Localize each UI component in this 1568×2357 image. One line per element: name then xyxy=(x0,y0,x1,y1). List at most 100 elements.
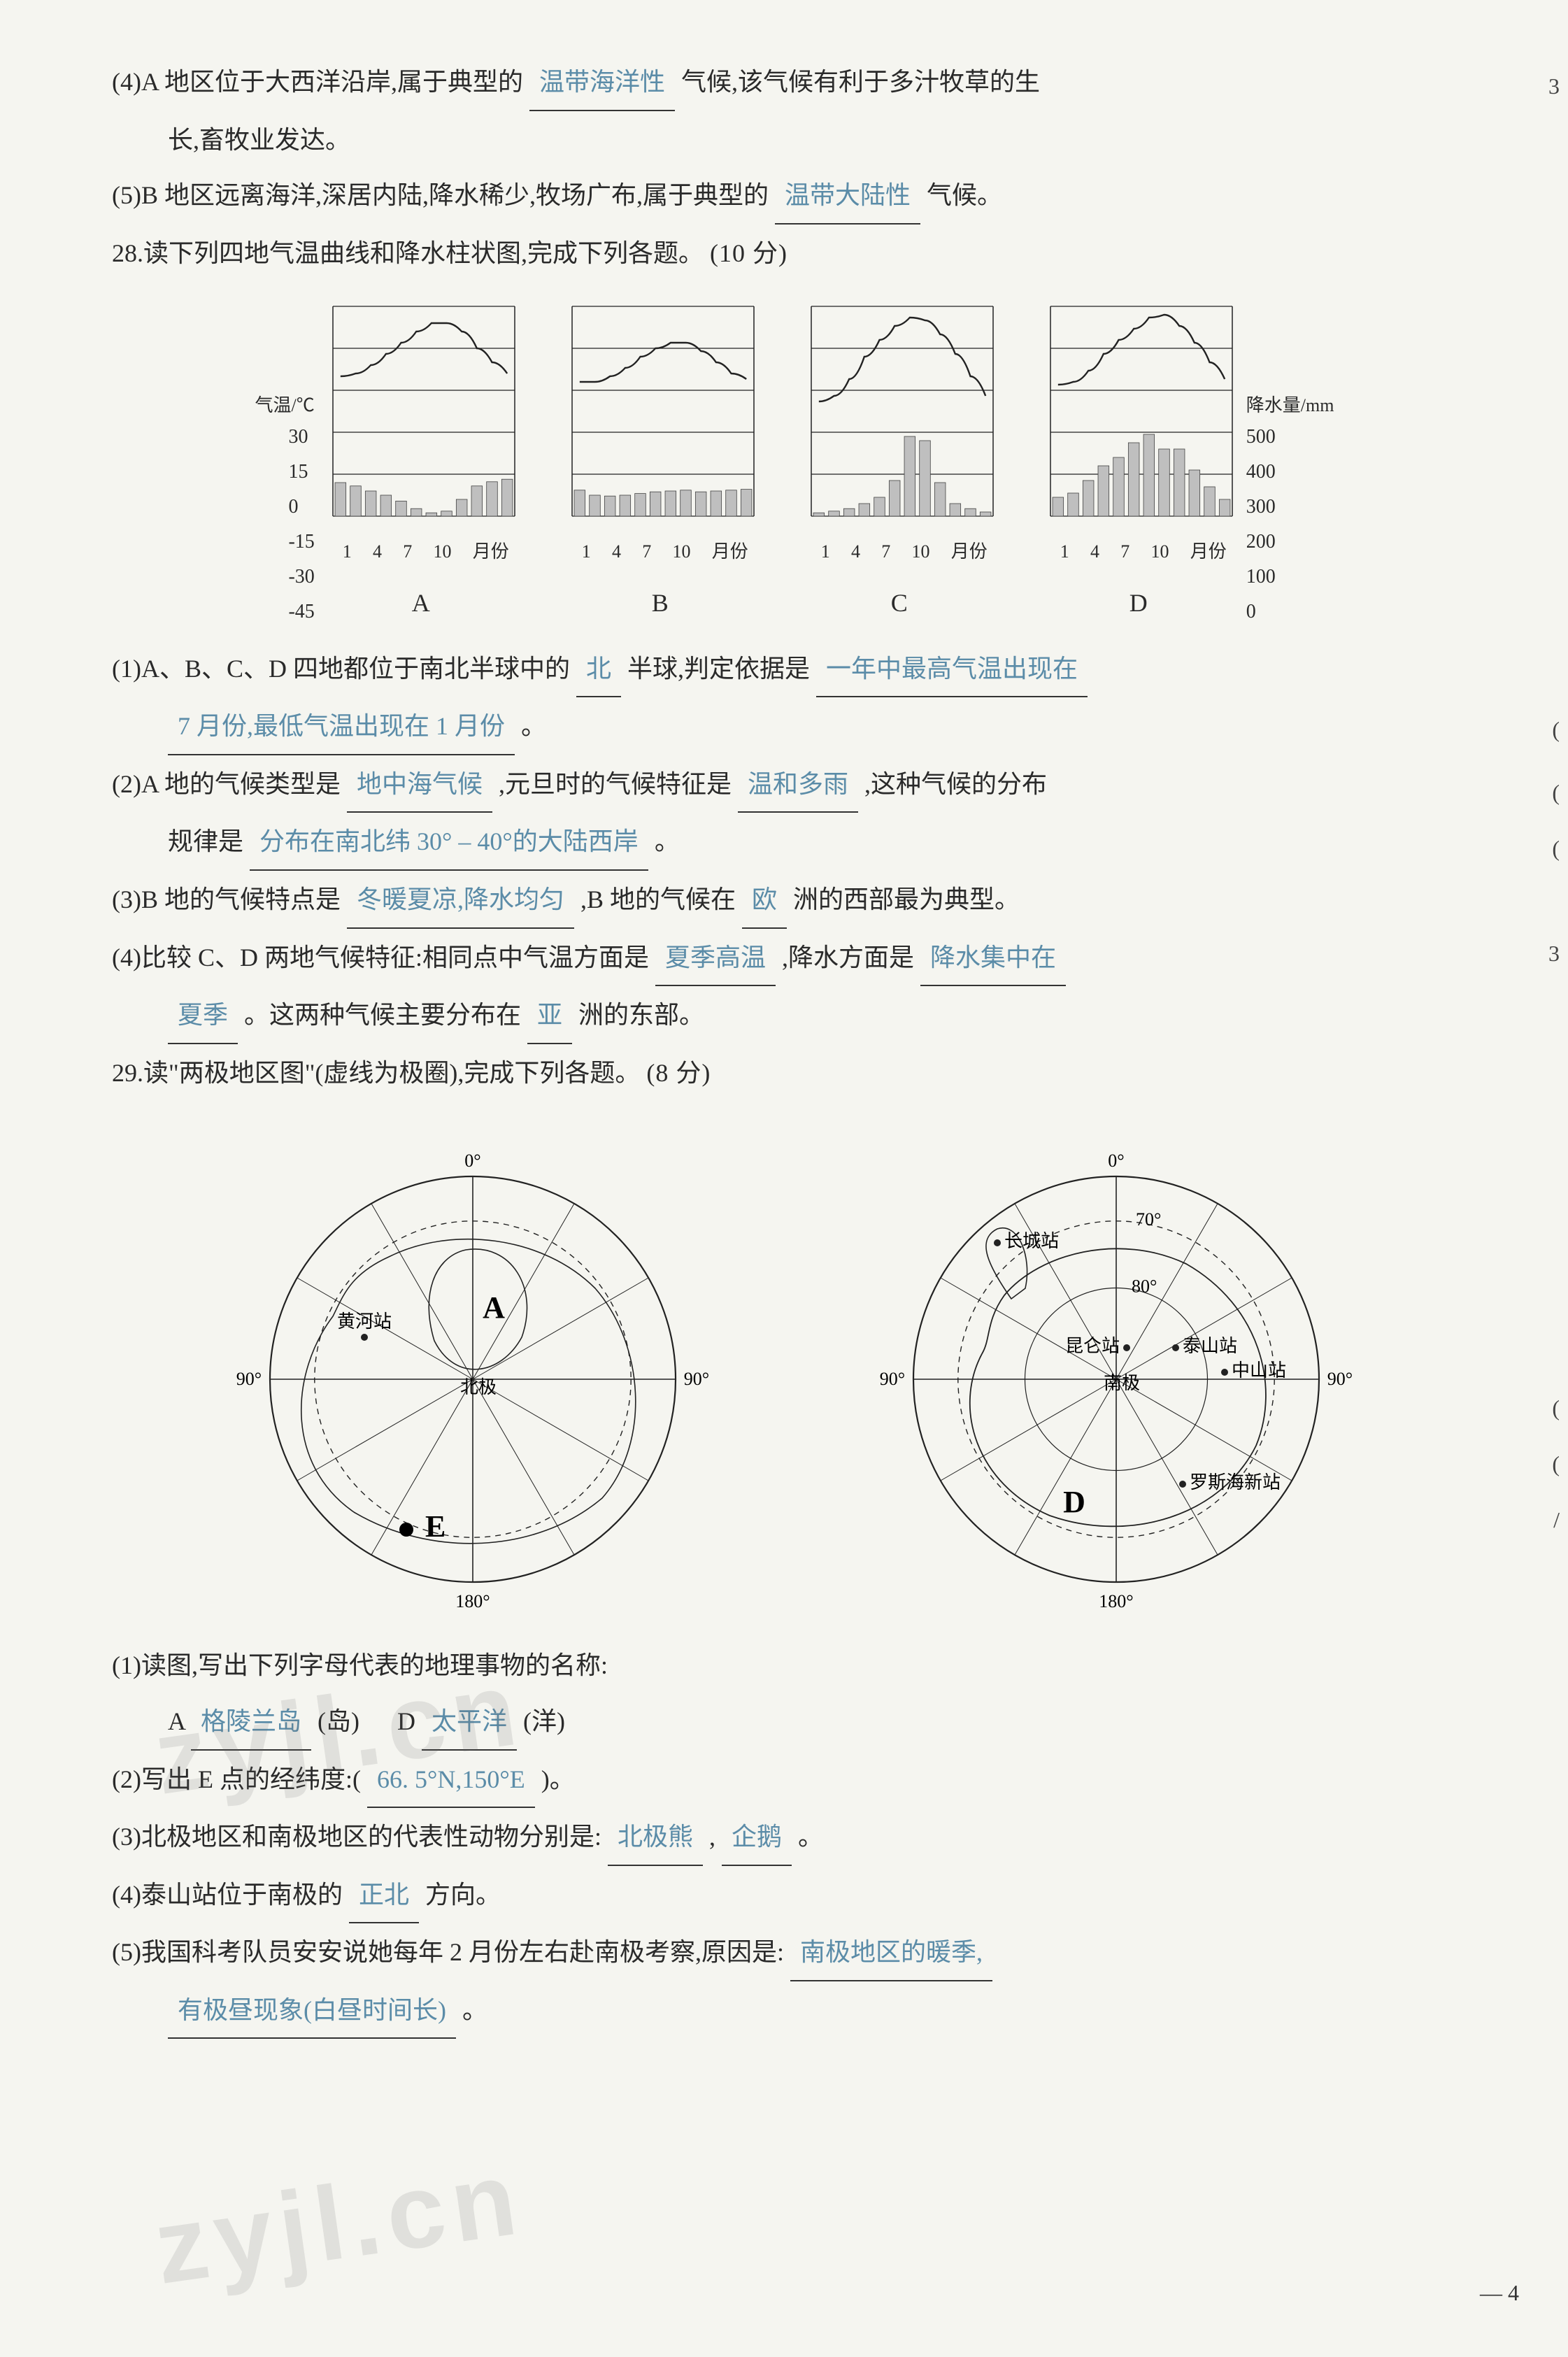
axis-tick: 200 xyxy=(1246,525,1276,560)
edge-mark: ( xyxy=(1552,1441,1560,1488)
svg-text:北极: 北极 xyxy=(460,1377,497,1397)
answer-blank: 有极昼现象(白昼时间长) xyxy=(168,1984,456,2039)
q28-s1-line1: (1)A、B、C、D 四地都位于南北半球中的 北 半球,判定依据是 一年中最高气… xyxy=(112,643,1477,698)
svg-text:D: D xyxy=(1063,1485,1085,1519)
text: (1)读图,写出下列字母代表的地理事物的名称: xyxy=(112,1651,608,1679)
svg-text:80°: 80° xyxy=(1132,1276,1157,1297)
text: (5)我国科考队员安安说她每年 2 月份左右赴南极考察,原因是: xyxy=(112,1938,784,1966)
axis-tick: 100 xyxy=(1246,560,1276,595)
climate-chart: 14710月份C xyxy=(799,301,1002,629)
answer-blank: 地中海气候 xyxy=(347,758,492,813)
svg-text:泰山站: 泰山站 xyxy=(1183,1336,1237,1356)
chart-letter: D xyxy=(1038,577,1241,630)
x-tick: 4 xyxy=(612,533,621,571)
svg-text:90°: 90° xyxy=(236,1369,262,1389)
axis-title: 气温/℃ xyxy=(255,396,315,416)
x-tick: 10 xyxy=(433,533,451,571)
text: (4)泰山站位于南极的 xyxy=(112,1881,343,1909)
x-tick: 10 xyxy=(1150,533,1169,571)
answer-blank: 温带大陆性 xyxy=(775,169,920,225)
q29-s2: (2)写出 E 点的经纬度:( 66. 5°N,150°E )。 xyxy=(112,1753,1477,1809)
text: (3)B 地的气候特点是 xyxy=(112,885,341,913)
axis-title: 降水量/mm xyxy=(1246,396,1334,416)
text: A xyxy=(168,1707,185,1735)
answer-blank: 太平洋 xyxy=(422,1695,517,1751)
temp-axis: 气温/℃ 30150-15-30-45 xyxy=(255,396,315,630)
x-tick: 1 xyxy=(821,533,830,571)
answer-blank: 一年中最高气温出现在 xyxy=(816,643,1088,698)
q29-s5-line1: (5)我国科考队员安安说她每年 2 月份左右赴南极考察,原因是: 南极地区的暖季… xyxy=(112,1926,1477,1981)
text: (3)北极地区和南极地区的代表性动物分别是: xyxy=(112,1823,601,1851)
chart-svg xyxy=(320,301,523,532)
edge-mark: / xyxy=(1553,1497,1560,1544)
axis-tick: 300 xyxy=(1246,490,1276,525)
x-tick: 1 xyxy=(582,533,591,571)
text: 气候。 xyxy=(927,181,1002,209)
answer-blank: 温带海洋性 xyxy=(529,56,675,111)
x-tick: 10 xyxy=(911,533,929,571)
answer-blank: 企鹅 xyxy=(722,1811,792,1866)
text: 。 xyxy=(462,1996,487,2024)
text: (洋) xyxy=(523,1707,565,1735)
precip-axis: 降水量/mm 5004003002001000 xyxy=(1246,396,1334,630)
chart-letter: B xyxy=(560,577,762,630)
q28-title: 28.读下列四地气温曲线和降水柱状图,完成下列各题。 (10 分) xyxy=(112,227,1477,280)
svg-text:90°: 90° xyxy=(684,1369,709,1389)
svg-text:罗斯海新站: 罗斯海新站 xyxy=(1190,1472,1281,1493)
q29-s1-answers: A 格陵兰岛 (岛) D 太平洋 (洋) xyxy=(112,1695,1477,1751)
text: (5)B 地区远离海洋,深居内陆,降水稀少,牧场广布,属于典型的 xyxy=(112,181,769,209)
x-tail: 月份 xyxy=(951,533,988,571)
watermark: zyjl.cn xyxy=(141,2088,537,2357)
text: 。 xyxy=(521,712,546,740)
answer-blank: 温和多雨 xyxy=(738,758,858,813)
answer-blank: 夏季 xyxy=(168,989,238,1044)
answer-blank: 降水集中在 xyxy=(920,932,1066,987)
answer-blank: 夏季高温 xyxy=(655,932,776,987)
q29-s5-line2: 有极昼现象(白昼时间长) 。 xyxy=(112,1984,1477,2039)
text: , xyxy=(709,1823,715,1851)
svg-text:0°: 0° xyxy=(1108,1151,1124,1171)
axis-tick: -45 xyxy=(288,595,314,630)
q29-s3: (3)北极地区和南极地区的代表性动物分别是: 北极熊 , 企鹅 。 xyxy=(112,1811,1477,1866)
q29-title: 29.读"两极地区图"(虚线为极圈),完成下列各题。 (8 分) xyxy=(112,1047,1477,1100)
svg-text:昆仑站: 昆仑站 xyxy=(1065,1336,1120,1356)
x-tail: 月份 xyxy=(712,533,748,571)
q28-s4-line2: 夏季 。这两种气候主要分布在 亚 洲的东部。 xyxy=(112,989,1477,1044)
text: 。 xyxy=(655,827,680,855)
text: 。这两种气候主要分布在 xyxy=(244,1001,521,1029)
answer-blank: 北极熊 xyxy=(608,1811,703,1866)
answer-blank: 正北 xyxy=(349,1869,419,1924)
text: (4)比较 C、D 两地气候特征:相同点中气温方面是 xyxy=(112,943,649,971)
points: (8 分) xyxy=(646,1059,711,1087)
text: 长,畜牧业发达。 xyxy=(168,126,350,154)
x-tick: 4 xyxy=(1090,533,1099,571)
q27-sub5: (5)B 地区远离海洋,深居内陆,降水稀少,牧场广布,属于典型的 温带大陆性 气… xyxy=(112,169,1477,225)
x-tail: 月份 xyxy=(473,533,509,571)
text: )。 xyxy=(541,1765,575,1793)
axis-tick: 0 xyxy=(1246,595,1276,630)
climate-charts-row: 气温/℃ 30150-15-30-45 14710月份A14710月份B1471… xyxy=(112,301,1477,629)
axis-tick: 30 xyxy=(288,420,314,455)
q28-s4-line1: (4)比较 C、D 两地气候特征:相同点中气温方面是 夏季高温 ,降水方面是 降… xyxy=(112,932,1477,987)
text: 29.读"两极地区图"(虚线为极圈),完成下列各题。 xyxy=(112,1059,640,1087)
answer-blank: 南极地区的暖季, xyxy=(790,1926,992,1981)
answer-blank: 格陵兰岛 xyxy=(191,1695,311,1751)
text: 规律是 xyxy=(168,827,243,855)
answer-blank: 北 xyxy=(576,643,621,698)
x-tick: 1 xyxy=(1060,533,1069,571)
svg-text:长城站: 长城站 xyxy=(1004,1231,1059,1251)
q27-sub4-line1: (4)A 地区位于大西洋沿岸,属于典型的 温带海洋性 气候,该气候有利于多汁牧草… xyxy=(112,56,1477,111)
q28-s2-line1: (2)A 地的气候类型是 地中海气候 ,元旦时的气候特征是 温和多雨 ,这种气候… xyxy=(112,758,1477,813)
q29-s4: (4)泰山站位于南极的 正北 方向。 xyxy=(112,1869,1477,1924)
edge-mark: 3 xyxy=(1548,930,1560,977)
x-tick: 4 xyxy=(851,533,860,571)
chart-letter: A xyxy=(320,577,523,630)
x-tick: 10 xyxy=(672,533,690,571)
text: 洲的东部。 xyxy=(578,1001,704,1029)
chart-svg xyxy=(1038,301,1241,532)
page-number: — 4 xyxy=(1480,2270,1519,2316)
arctic-map: 0°90°180°90°A北极黄河站E xyxy=(235,1120,711,1624)
x-tick: 7 xyxy=(1120,533,1129,571)
text: ,元旦时的气候特征是 xyxy=(499,770,732,798)
text: D xyxy=(397,1707,415,1735)
